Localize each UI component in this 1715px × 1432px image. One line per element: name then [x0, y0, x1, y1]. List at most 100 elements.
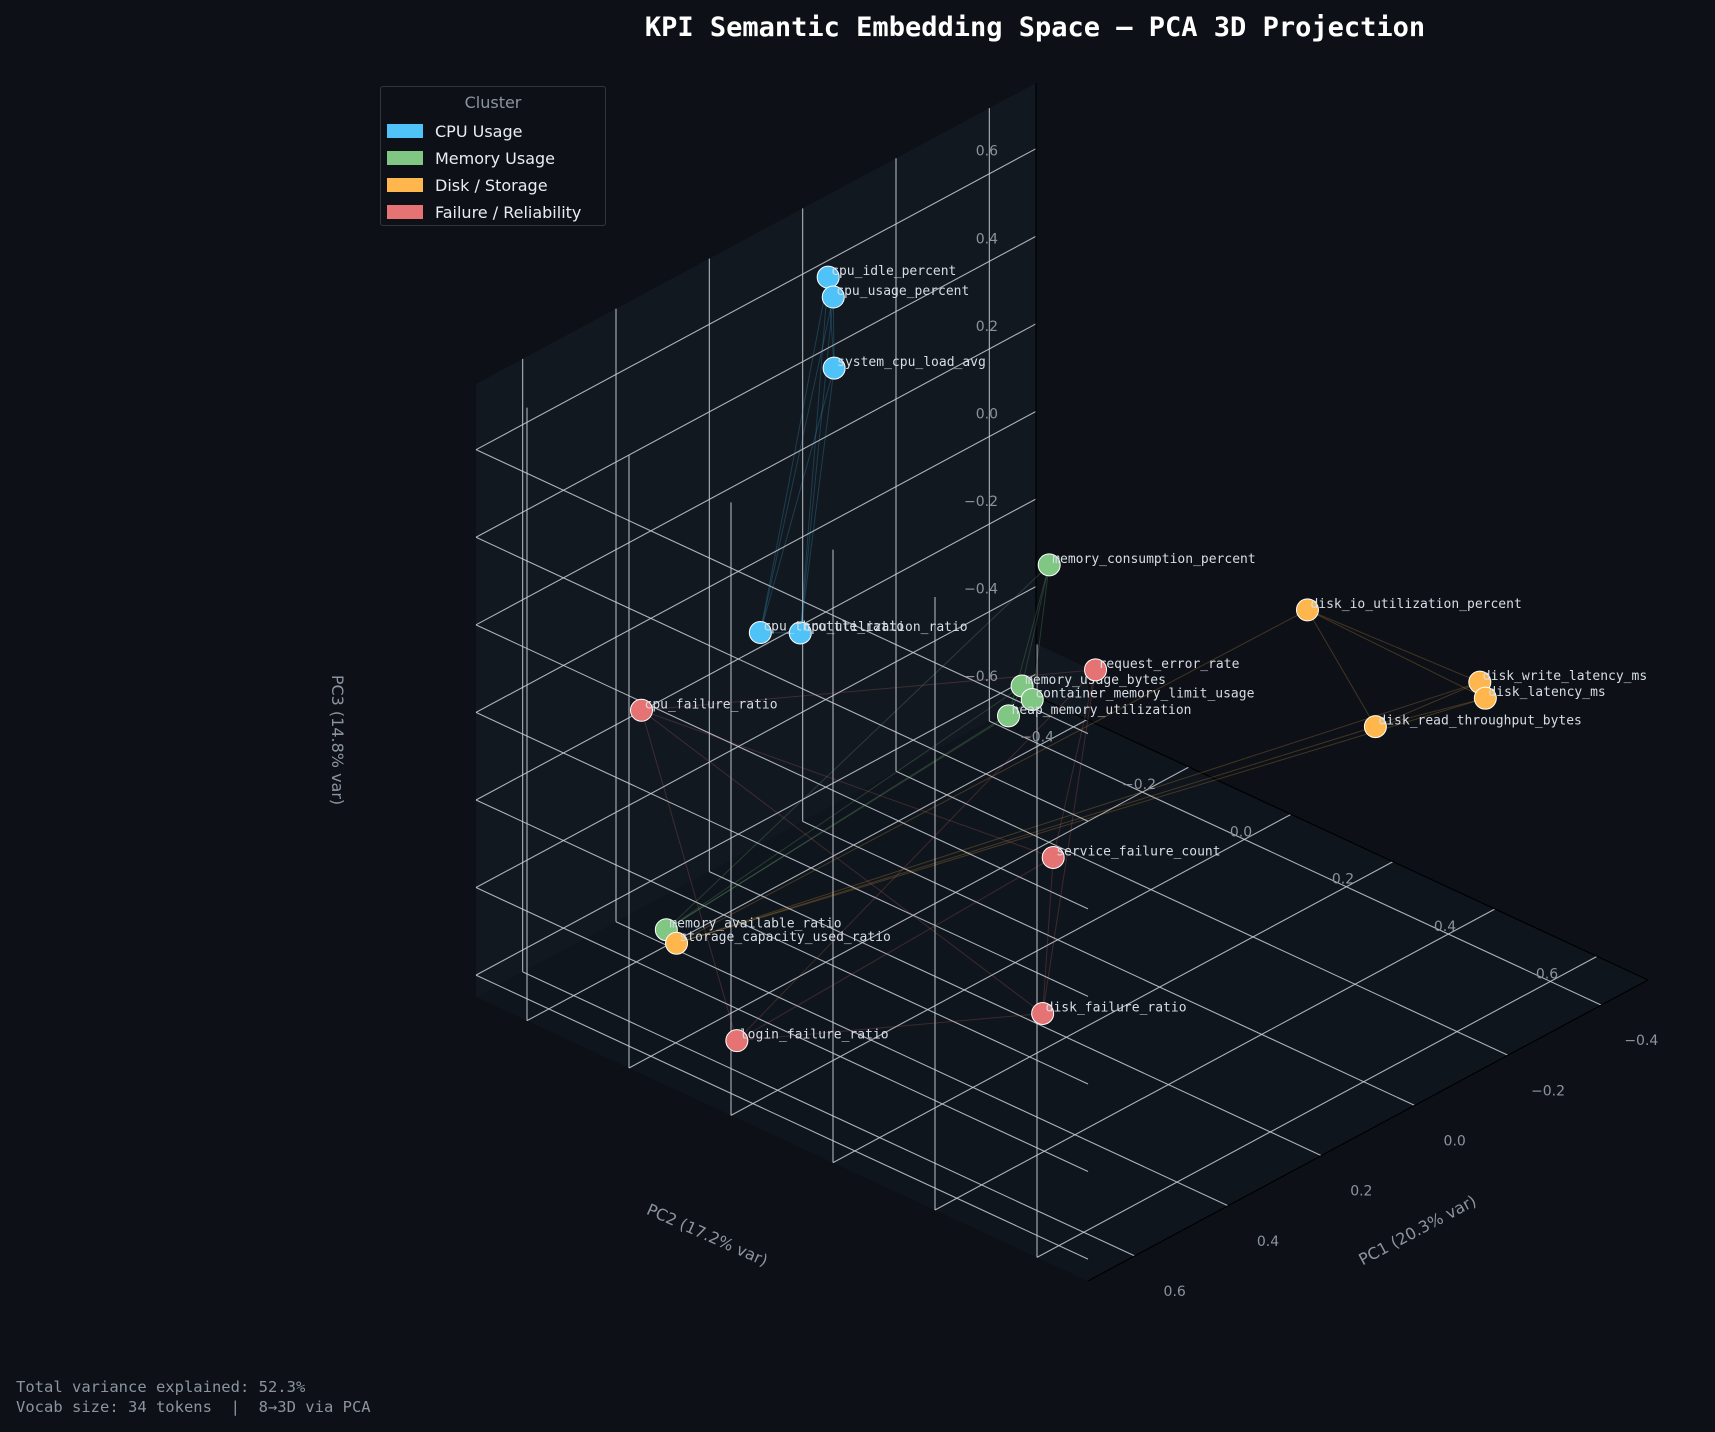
cluster-link	[641, 710, 738, 1041]
point-label: cpu_utilization_ratio	[803, 620, 967, 635]
y-tick-label: 0.0	[1230, 824, 1252, 840]
data-point	[1020, 687, 1044, 711]
legend-title: Cluster	[464, 93, 522, 112]
z-tick-label: −0.6	[964, 669, 998, 685]
legend-item-failure: Failure / Reliability	[387, 201, 581, 223]
gridline-z	[475, 673, 1037, 976]
x-tick-label: 0.0	[1444, 1133, 1466, 1149]
point-label: container_memory_limit_usage	[1035, 686, 1254, 701]
cluster-links	[641, 277, 1486, 1042]
cluster-link	[666, 699, 1033, 931]
cluster-link	[736, 1012, 1043, 1042]
gridline-z	[475, 536, 1089, 822]
gridline-x	[989, 720, 1602, 1006]
cluster-link	[676, 726, 1376, 944]
gridline-z	[475, 624, 1089, 910]
cluster-link	[676, 609, 1308, 944]
x-tick-label: −0.4	[1624, 1033, 1658, 1049]
footer-variance: Total variance explained: 52.3%	[16, 1378, 306, 1396]
gridline-z	[475, 410, 1037, 713]
cluster-link	[1307, 609, 1480, 683]
legend-item-disk: Disk / Storage	[387, 174, 548, 196]
gridline-z	[475, 586, 1037, 889]
y-tick-label: 0.4	[1434, 919, 1456, 935]
cluster-link	[1307, 609, 1486, 699]
y-tick-label: −0.4	[1020, 730, 1054, 746]
point-label: cpu_idle_percent	[831, 264, 956, 279]
gridline-z	[475, 235, 1037, 538]
legend-label: CPU Usage	[435, 121, 523, 141]
legend: Cluster CPU Usage Memory Usage Disk / St…	[380, 86, 606, 226]
z-tick-label: 0.0	[976, 406, 998, 422]
data-point	[788, 621, 812, 645]
z-tick-label: −0.2	[964, 494, 998, 510]
gridline-y	[628, 766, 1190, 1069]
legend-label: Disk / Storage	[435, 175, 548, 195]
y-tick-label: 0.2	[1332, 872, 1354, 888]
y-axis-label: PC2 (17.2% var)	[644, 1200, 771, 1270]
legend-swatch	[387, 151, 423, 165]
z-tick-label: 0.4	[976, 231, 998, 247]
z-tick-label: −0.4	[964, 582, 998, 598]
data-point	[997, 704, 1020, 728]
gridline-y	[526, 719, 1088, 1022]
cluster-link	[799, 277, 829, 634]
legend-item-memory: Memory Usage	[387, 147, 555, 169]
x-tick-label: −0.2	[1531, 1083, 1565, 1099]
gridline-x	[709, 871, 1322, 1157]
chart-title: KPI Semantic Embedding Space — PCA 3D Pr…	[644, 12, 1426, 43]
point-label: heap_memory_utilization	[1012, 703, 1192, 718]
cluster-link	[1375, 697, 1486, 728]
footer-vocab: Vocab size: 34 tokens | 8→3D via PCA	[16, 1398, 371, 1416]
point-label: memory_consumption_percent	[1052, 552, 1256, 567]
data-point	[1363, 715, 1387, 739]
legend-swatch	[387, 178, 423, 192]
cluster-link	[666, 685, 1023, 931]
cluster-link	[799, 297, 834, 634]
x-tick-label: 0.4	[1257, 1234, 1279, 1250]
gridline-y	[1036, 955, 1598, 1258]
y-axis-line	[1035, 695, 1649, 981]
cluster-link	[666, 715, 1009, 931]
cluster-link	[759, 367, 835, 633]
cluster-link	[1042, 669, 1097, 1014]
data-point	[665, 931, 689, 955]
data-point	[725, 1029, 749, 1053]
cluster-link	[1042, 857, 1054, 1014]
gridline-x	[522, 971, 1135, 1257]
point-label: disk_write_latency_ms	[1483, 669, 1647, 684]
point-label: cpu_usage_percent	[836, 284, 969, 299]
cluster-link	[1052, 669, 1097, 858]
gridline-x	[802, 820, 1415, 1106]
z-axis-label: PC3 (14.8% var)	[328, 675, 347, 805]
legend-swatch	[387, 205, 423, 219]
tick-labels: −0.4 −0.2 0.0 0.2 0.4 0.6 −0.4 −0.2 0.0 0.2 0.4 0.6…	[964, 144, 1658, 1300]
gridline-z	[475, 711, 1089, 997]
gridline-z	[475, 148, 1037, 451]
cluster-link	[1031, 564, 1050, 700]
cluster-link	[832, 297, 835, 369]
data-point	[1084, 658, 1108, 682]
data-point	[630, 698, 653, 722]
point-label: cpu_throttle_ratio	[763, 620, 904, 635]
cluster-link	[799, 368, 835, 634]
data-point	[1041, 845, 1065, 869]
cluster-link	[676, 681, 1480, 944]
cluster-link	[1021, 564, 1050, 687]
cluster-link	[736, 669, 1096, 1042]
x-tick-label: 0.6	[1164, 1284, 1186, 1300]
cluster-link	[1307, 609, 1376, 727]
point-label: disk_read_throughput_bytes	[1378, 714, 1582, 729]
gridline-y	[934, 908, 1496, 1211]
cluster-link	[641, 709, 1043, 1014]
gridline-z	[475, 887, 1089, 1173]
point-label: disk_failure_ratio	[1046, 1000, 1187, 1015]
gridline-z	[475, 323, 1037, 626]
cluster-link	[759, 296, 834, 633]
pane-floor	[476, 696, 1648, 1281]
data-points: cpu_idle_percent cpu_usage_percent system_…	[630, 264, 1647, 1053]
x-tick-label: 0.2	[1350, 1184, 1372, 1200]
data-point	[821, 285, 845, 309]
point-label: storage_capacity_used_ratio	[680, 930, 891, 945]
